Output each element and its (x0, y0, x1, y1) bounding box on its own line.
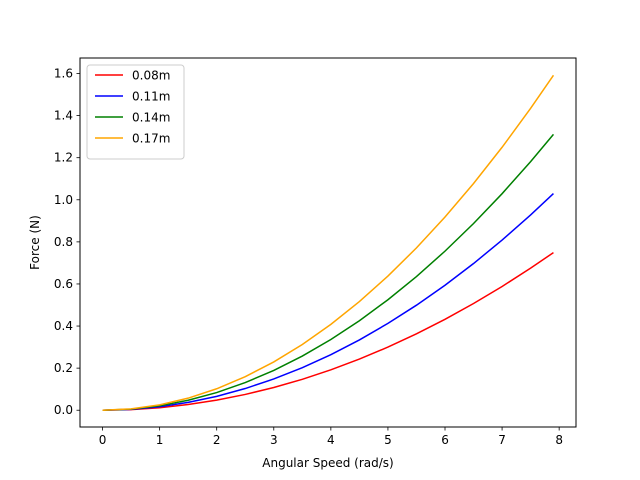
legend-label-0.17m: 0.17m (132, 132, 170, 146)
y-axis: 0.0 0.2 0.4 0.6 0.8 1.0 1.2 1.4 1.6 (54, 67, 80, 417)
y-tick-label: 0.6 (54, 277, 73, 291)
legend-box (86, 64, 185, 160)
y-tick-label: 0.8 (54, 235, 73, 249)
series-line-0.08m (102, 251, 554, 411)
x-tick-label: 4 (327, 433, 335, 447)
x-tick-label: 2 (213, 433, 221, 447)
x-tick-label: 7 (498, 433, 506, 447)
y-tick-label: 0.0 (54, 403, 73, 417)
plot-area-frame (79, 57, 577, 428)
legend: 0.08m 0.11m 0.14m 0.17m (86, 64, 185, 160)
x-tick-label: 6 (441, 433, 449, 447)
series-layer (102, 74, 555, 411)
x-tick-label: 0 (99, 433, 107, 447)
y-tick-label: 1.0 (54, 193, 73, 207)
series-line-0.11m (102, 192, 554, 411)
x-axis-label: Angular Speed (rad/s) (262, 456, 393, 470)
legend-label-0.14m: 0.14m (132, 111, 170, 125)
x-tick-label: 1 (156, 433, 164, 447)
y-tick-label: 1.2 (54, 151, 73, 165)
series-line-0.17m (102, 74, 555, 411)
y-axis-label: Force (N) (28, 215, 42, 270)
legend-label-0.08m: 0.08m (132, 69, 170, 83)
x-tick-label: 3 (270, 433, 278, 447)
x-tick-label: 8 (555, 433, 563, 447)
y-tick-label: 0.2 (54, 361, 73, 375)
y-tick-label: 1.6 (54, 67, 73, 81)
legend-label-0.11m: 0.11m (132, 90, 170, 104)
series-line-0.14m (102, 133, 555, 411)
x-tick-label: 5 (384, 433, 392, 447)
y-tick-label: 0.4 (54, 319, 73, 333)
y-tick-label: 1.4 (54, 109, 73, 123)
x-axis: 0 1 2 3 4 5 6 7 8 (99, 427, 563, 447)
